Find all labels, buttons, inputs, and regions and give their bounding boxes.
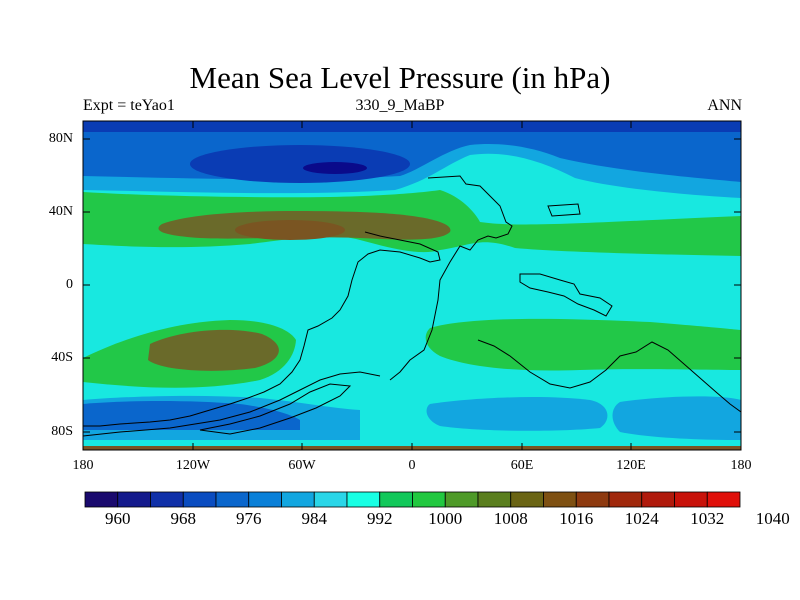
colorbar-label: 968 bbox=[170, 509, 197, 528]
coastline-southern-continent bbox=[477, 339, 741, 413]
colorbar-box bbox=[674, 491, 708, 508]
colorbar-label: 976 bbox=[236, 509, 262, 528]
axis-ticks bbox=[82, 121, 742, 450]
colorbar bbox=[84, 491, 741, 508]
lat-label-40s: 40S bbox=[51, 350, 73, 365]
coastline-peninsula bbox=[199, 383, 352, 435]
coastline-asia-east bbox=[519, 273, 613, 317]
colorbar-box bbox=[182, 491, 217, 508]
subtropical-high-south bbox=[148, 329, 279, 371]
colorbar-box bbox=[575, 491, 610, 508]
colorbar-label: 1000 bbox=[428, 509, 463, 528]
colorbar-label: 1032 bbox=[690, 509, 725, 528]
low-band-south-mid bbox=[426, 397, 608, 431]
colorbar-box bbox=[477, 491, 512, 508]
aleutian-low bbox=[190, 145, 410, 183]
lon-label-120e: 120E bbox=[616, 458, 646, 473]
lat-label-80s: 80S bbox=[51, 424, 73, 439]
lon-label-180w: 180 bbox=[72, 458, 94, 473]
colorbar-box bbox=[117, 491, 151, 508]
colorbar-box bbox=[379, 491, 413, 508]
pressure-field bbox=[83, 121, 741, 450]
lat-label-40n: 40N bbox=[48, 204, 73, 219]
colorbar-box bbox=[412, 491, 446, 508]
colorbar-label: 1024 bbox=[624, 509, 659, 528]
chart-title: Mean Sea Level Pressure (in hPa) bbox=[189, 60, 611, 95]
colorbar-label: 1016 bbox=[559, 509, 594, 528]
colorbar-label: 960 bbox=[105, 509, 131, 528]
colorbar-box bbox=[313, 491, 348, 508]
colorbar-box bbox=[641, 491, 675, 508]
aleutian-low-core bbox=[303, 162, 367, 174]
period-label: 330_9_MaBP bbox=[355, 97, 445, 114]
lon-label-0: 0 bbox=[408, 458, 416, 473]
high-belt-south-east bbox=[425, 318, 741, 371]
season-label: ANN bbox=[707, 97, 742, 114]
colorbar-label: 984 bbox=[301, 509, 328, 528]
lon-label-60w: 60W bbox=[288, 458, 316, 473]
colorbar-box bbox=[444, 491, 479, 508]
colorbar-label: 1040 bbox=[755, 509, 790, 528]
coastline-americas bbox=[83, 231, 441, 427]
coastline-island-north bbox=[547, 203, 581, 217]
lat-label-80n: 80N bbox=[48, 131, 73, 146]
colorbar-box bbox=[543, 491, 577, 508]
colorbar-box bbox=[706, 491, 741, 508]
lon-label-180e: 180 bbox=[730, 458, 752, 473]
coastline-antarctic-margin bbox=[83, 371, 381, 437]
colorbar-box bbox=[215, 491, 250, 508]
colorbar-box bbox=[346, 491, 381, 508]
colorbar-box bbox=[281, 491, 315, 508]
colorbar-box bbox=[248, 491, 282, 508]
colorbar-box bbox=[150, 491, 184, 508]
colorbar-box bbox=[84, 491, 119, 508]
subtropical-high-north-core bbox=[235, 220, 345, 240]
colorbar-box bbox=[510, 491, 544, 508]
colorbar-label: 1008 bbox=[493, 509, 528, 528]
lon-label-120w: 120W bbox=[175, 458, 211, 473]
coastlines bbox=[83, 175, 741, 437]
lon-label-60e: 60E bbox=[510, 458, 534, 473]
lat-label-equator: 0 bbox=[66, 277, 73, 292]
colorbar-box bbox=[608, 491, 643, 508]
low-band-south-east bbox=[612, 396, 741, 440]
colorbar-label: 992 bbox=[367, 509, 393, 528]
coastline-africa-eurasia bbox=[389, 175, 513, 381]
experiment-label: Expt = teYao1 bbox=[83, 97, 175, 114]
